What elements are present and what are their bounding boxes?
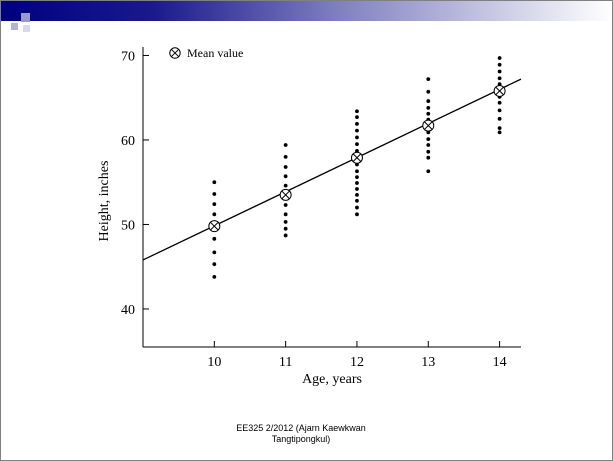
data-point (497, 62, 502, 67)
data-point (426, 155, 431, 160)
data-point (355, 175, 359, 180)
data-point (497, 69, 502, 74)
data-point (426, 111, 431, 116)
data-point (355, 169, 359, 174)
decor-square-1 (11, 7, 20, 16)
data-point (283, 165, 288, 169)
data-point (426, 137, 431, 142)
mean-markers-layer (208, 84, 506, 233)
data-point (283, 233, 288, 238)
regression-line-layer (142, 78, 522, 261)
regression-line (142, 78, 522, 261)
x-tick-label: 13 (421, 355, 435, 370)
data-point (283, 220, 288, 224)
decor-square-2 (21, 13, 30, 22)
data-point (355, 109, 359, 114)
data-point (212, 192, 217, 196)
data-point (426, 89, 431, 94)
data-point (355, 212, 359, 217)
data-point (355, 187, 359, 191)
legend: Mean value (169, 46, 243, 60)
mean-marker (208, 220, 221, 233)
mean-marker (422, 119, 435, 132)
x-axis-label: Age, years (302, 372, 362, 387)
decor-square-4 (23, 25, 30, 32)
data-point (497, 100, 502, 105)
y-tick-label: 50 (121, 218, 135, 233)
data-point (497, 108, 502, 113)
data-point (212, 250, 217, 255)
x-tick-label: 11 (279, 355, 292, 370)
data-point (426, 143, 431, 147)
data-point (497, 76, 502, 81)
legend-label: Mean value (187, 46, 243, 60)
data-point (355, 142, 359, 147)
mean-marker (493, 84, 506, 97)
data-point (283, 183, 288, 188)
data-point (355, 122, 359, 126)
data-point (497, 130, 502, 135)
data-point (283, 143, 288, 147)
data-point (355, 135, 359, 140)
data-point (355, 198, 359, 203)
data-point (355, 205, 359, 210)
x-tick-label: 12 (350, 355, 364, 370)
y-axis-label: Height, inches (97, 161, 112, 242)
header-bar (1, 1, 612, 21)
data-point (497, 56, 502, 60)
data-point (212, 202, 217, 207)
data-point (497, 116, 502, 121)
data-point (355, 115, 359, 120)
data-point (355, 128, 359, 133)
legend-mean-icon (169, 47, 181, 59)
data-point (426, 149, 431, 154)
mean-marker-cross (495, 86, 504, 96)
data-point (283, 212, 288, 217)
data-point (212, 212, 217, 217)
mean-marker-cross (210, 221, 219, 231)
data-point (212, 180, 217, 185)
y-tick-label: 70 (121, 49, 135, 64)
x-tick-label: 14 (493, 355, 507, 370)
decor-square-3 (11, 23, 18, 30)
data-point (355, 192, 359, 197)
y-tick-label: 40 (121, 303, 135, 318)
data-point (283, 203, 288, 207)
data-point (212, 262, 217, 267)
y-tick-label: 60 (121, 134, 135, 149)
mean-marker (350, 151, 363, 164)
data-point (497, 126, 502, 131)
mean-marker-cross (281, 190, 290, 200)
data-point (426, 105, 431, 110)
axes: 10 11 12 13 14 40 50 60 70 (121, 47, 521, 370)
data-point (355, 181, 359, 185)
mean-marker-cross (423, 121, 433, 130)
footer-text: EE325 2/2012 (Ajarn Kaewkwan Tangtipongk… (236, 423, 366, 444)
data-point (283, 226, 288, 231)
data-point (283, 174, 288, 179)
mean-marker (279, 188, 292, 201)
data-point (426, 99, 431, 103)
data-point (426, 77, 431, 82)
data-point (212, 274, 217, 279)
mean-marker-cross (352, 153, 362, 163)
data-point (212, 236, 217, 241)
data-points-layer (212, 56, 502, 279)
x-tick-label: 10 (207, 355, 221, 370)
data-point (426, 169, 431, 174)
data-point (283, 154, 288, 159)
